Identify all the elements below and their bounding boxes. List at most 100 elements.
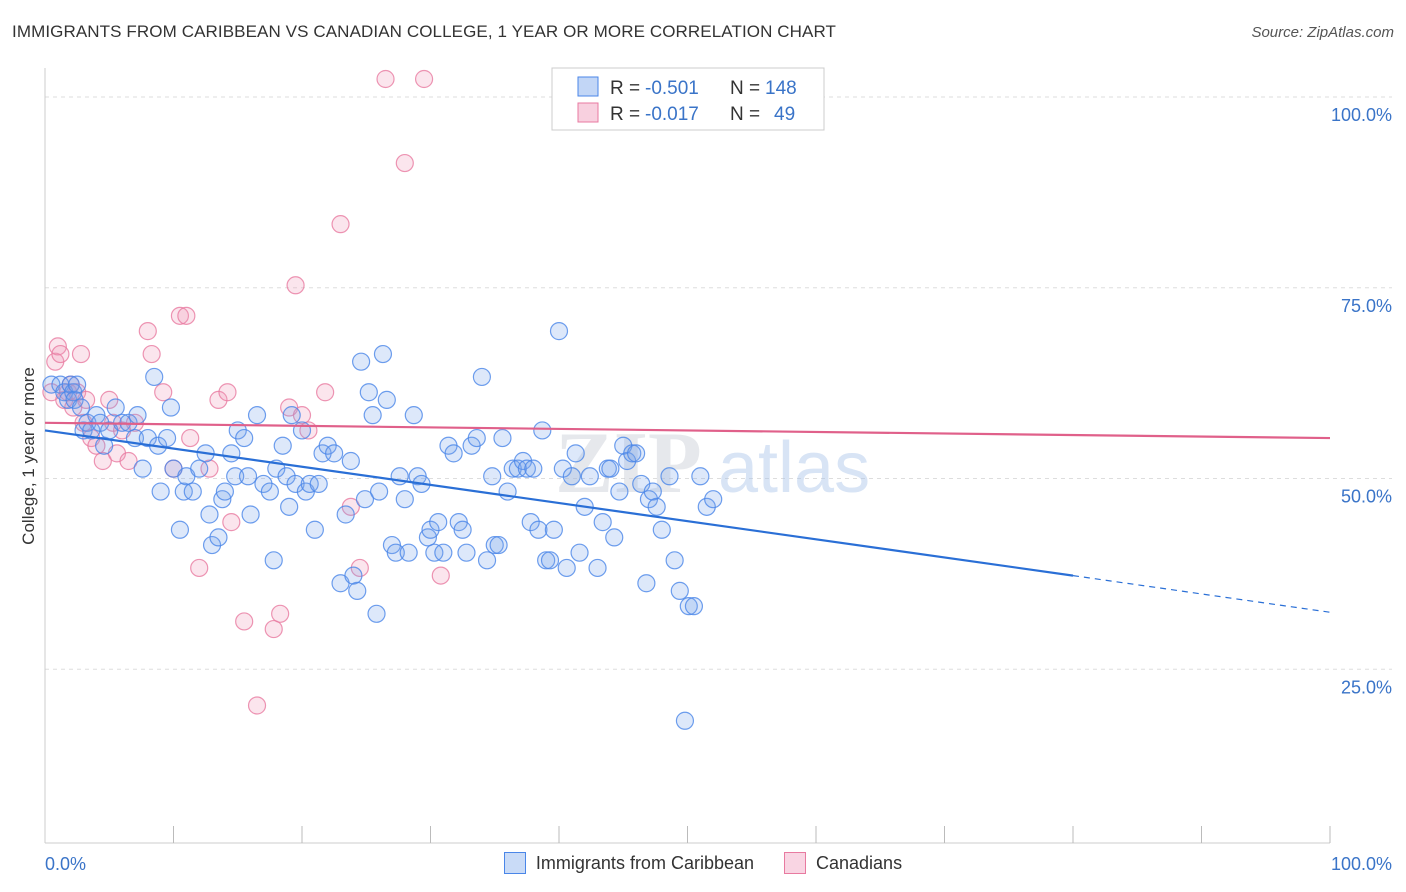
- data-point: [544, 520, 563, 539]
- stats-n-label-pink: N =: [730, 104, 760, 125]
- data-point: [643, 482, 662, 501]
- data-point: [316, 383, 335, 402]
- data-point: [341, 451, 360, 471]
- data-point: [404, 406, 423, 425]
- data-point: [183, 482, 202, 501]
- data-point: [367, 604, 386, 623]
- data-point: [467, 428, 486, 448]
- data-point: [566, 444, 585, 463]
- data-point: [305, 520, 324, 539]
- data-point: [697, 497, 716, 516]
- data-point: [181, 428, 200, 448]
- data-point: [557, 558, 576, 578]
- data-point: [588, 558, 607, 578]
- data-point: [100, 390, 119, 409]
- stats-r-label-pink: R =: [610, 104, 640, 125]
- source-credit: Source: ZipAtlas.com: [1251, 24, 1394, 41]
- trend-line-blue: [44, 429, 1074, 577]
- data-point: [161, 398, 181, 417]
- stats-legend: R = -0.501 N = 148 R = -0.017 N = 49: [551, 67, 825, 131]
- data-point: [431, 566, 450, 585]
- tick-labels: 25.0% 50.0% 75.0% 100.0% 0.0% 100.0%: [45, 105, 1392, 874]
- data-point: [483, 467, 502, 486]
- data-point: [373, 344, 393, 364]
- data-point: [292, 421, 312, 440]
- trend-line-pink: [44, 421, 1331, 440]
- data-point: [529, 520, 548, 539]
- data-point: [309, 474, 328, 494]
- data-point: [286, 474, 305, 494]
- x-tick-label: 0.0%: [45, 854, 86, 874]
- data-point: [200, 459, 219, 478]
- data-point: [472, 367, 491, 387]
- data-point: [675, 711, 695, 730]
- data-point: [370, 482, 389, 501]
- data-point: [264, 551, 283, 570]
- data-point: [133, 459, 152, 478]
- trend-line-extension-blue: [1072, 575, 1331, 613]
- data-point: [68, 375, 87, 394]
- data-point: [286, 276, 305, 295]
- data-point: [71, 398, 91, 417]
- y-tick-label: 25.0%: [1341, 677, 1392, 697]
- data-point: [363, 406, 382, 425]
- data-point: [601, 459, 620, 478]
- data-point: [395, 153, 414, 173]
- data-point: [93, 451, 112, 471]
- x-tick-label: 100.0%: [1331, 854, 1392, 874]
- legend-item-canadians: Canadians: [784, 852, 902, 874]
- chart-title: IMMIGRANTS FROM CARIBBEAN VS CANADIAN CO…: [12, 22, 837, 41]
- data-point: [350, 558, 369, 578]
- data-point: [399, 543, 418, 562]
- data-point: [145, 367, 164, 387]
- data-point: [106, 398, 125, 417]
- data-point: [537, 551, 556, 570]
- trend-lines: [44, 421, 1331, 613]
- legend-swatch-canadians: [784, 852, 806, 874]
- data-point: [209, 528, 228, 547]
- data-point: [222, 513, 241, 532]
- data-point: [247, 696, 267, 715]
- stats-n-value-pink: 49: [774, 104, 795, 125]
- legend-label-caribbean: Immigrants from Caribbean: [535, 852, 754, 873]
- data-point: [264, 619, 283, 639]
- grid-lines: [45, 96, 1392, 670]
- data-point: [489, 535, 508, 555]
- y-tick-label: 50.0%: [1341, 487, 1392, 507]
- series-canadians-points: [42, 69, 450, 715]
- data-point: [637, 574, 656, 593]
- data-point: [235, 428, 254, 448]
- data-point: [128, 406, 147, 425]
- y-axis-label: College, 1 year or more: [19, 367, 38, 545]
- data-point: [336, 505, 355, 524]
- data-point: [647, 497, 666, 516]
- data-point: [665, 551, 684, 570]
- stats-r-value-pink: -0.017: [645, 104, 699, 125]
- data-point: [142, 344, 161, 364]
- data-point: [318, 436, 337, 455]
- axes: [44, 68, 1331, 844]
- data-point: [485, 535, 504, 555]
- data-point: [521, 513, 540, 532]
- data-point: [157, 428, 177, 448]
- data-point: [190, 459, 209, 478]
- data-point: [254, 474, 273, 494]
- data-point: [593, 513, 612, 532]
- stats-legend-blue-swatch: [577, 76, 599, 97]
- data-point: [477, 551, 497, 570]
- data-point: [359, 383, 378, 402]
- data-point: [241, 505, 260, 524]
- data-point: [453, 520, 472, 539]
- data-point: [691, 467, 710, 486]
- data-point: [549, 322, 569, 341]
- data-point: [414, 69, 434, 89]
- data-point: [151, 482, 170, 501]
- data-point: [623, 444, 642, 463]
- data-point: [202, 535, 222, 555]
- data-point: [273, 436, 292, 455]
- data-point: [517, 459, 536, 478]
- data-point: [660, 467, 679, 486]
- legend-swatch-caribbean: [503, 852, 526, 874]
- legend-item-caribbean: Immigrants from Caribbean: [503, 852, 754, 874]
- data-point: [170, 306, 190, 325]
